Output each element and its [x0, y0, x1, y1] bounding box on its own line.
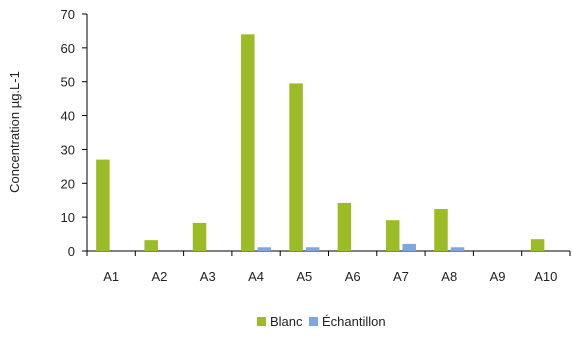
- x-tick-label: A5: [296, 269, 312, 284]
- bar-echantillon-a4: [257, 247, 272, 251]
- x-tick-label: A6: [345, 269, 361, 284]
- x-tick-label: A7: [393, 269, 409, 284]
- legend-swatch: [257, 317, 266, 326]
- y-tick-label: 40: [61, 109, 75, 124]
- legend-item-blanc: Blanc: [257, 314, 303, 329]
- y-tick-label: 0: [68, 244, 75, 259]
- x-tick-label: A1: [103, 269, 119, 284]
- bar-blanc-a1: [96, 159, 110, 251]
- x-tick-label: A4: [248, 269, 264, 284]
- legend: Blanc Échantillon: [257, 314, 386, 329]
- y-tick-label: 60: [61, 41, 75, 56]
- y-axis-title: Concentration µg.L-1: [7, 71, 22, 193]
- bar-blanc-a5: [289, 83, 303, 252]
- y-axis-title-group: Concentration µg.L-1: [7, 71, 22, 193]
- y-tick-label: 30: [61, 142, 75, 157]
- y-tick-label: 10: [61, 210, 75, 225]
- axes: 0 10 20 30 40 50 60 70 A1 A2 A3 A4 A5 A6 A7 A8 A9 A10: [61, 7, 571, 284]
- bar-blanc-a10: [530, 239, 545, 251]
- bar-blanc-a8: [434, 209, 448, 251]
- bar-blanc-a7: [385, 220, 400, 251]
- bar-echantillon-a8: [450, 247, 465, 251]
- x-tick-label: A8: [441, 269, 457, 284]
- legend-swatch: [309, 317, 318, 326]
- y-tick-label: 50: [61, 75, 75, 90]
- legend-label: Échantillon: [322, 314, 386, 329]
- bar-blanc-a6: [337, 202, 352, 251]
- bar-echantillon-a5: [305, 247, 320, 251]
- bar-blanc-a2: [144, 240, 158, 251]
- x-tick-label: A3: [200, 269, 216, 284]
- legend-item-echantillon: Échantillon: [309, 314, 386, 329]
- bar-blanc-a3: [192, 222, 207, 251]
- x-tick-label: A2: [151, 269, 167, 284]
- bars: [96, 34, 545, 252]
- x-tick-label: A10: [534, 269, 557, 284]
- x-tick-label: A9: [490, 269, 506, 284]
- legend-label: Blanc: [270, 314, 303, 329]
- y-tick-label: 70: [61, 7, 75, 22]
- y-tick-label: 20: [61, 176, 75, 191]
- bar-echantillon-a7: [402, 243, 416, 251]
- bar-blanc-a4: [241, 34, 255, 251]
